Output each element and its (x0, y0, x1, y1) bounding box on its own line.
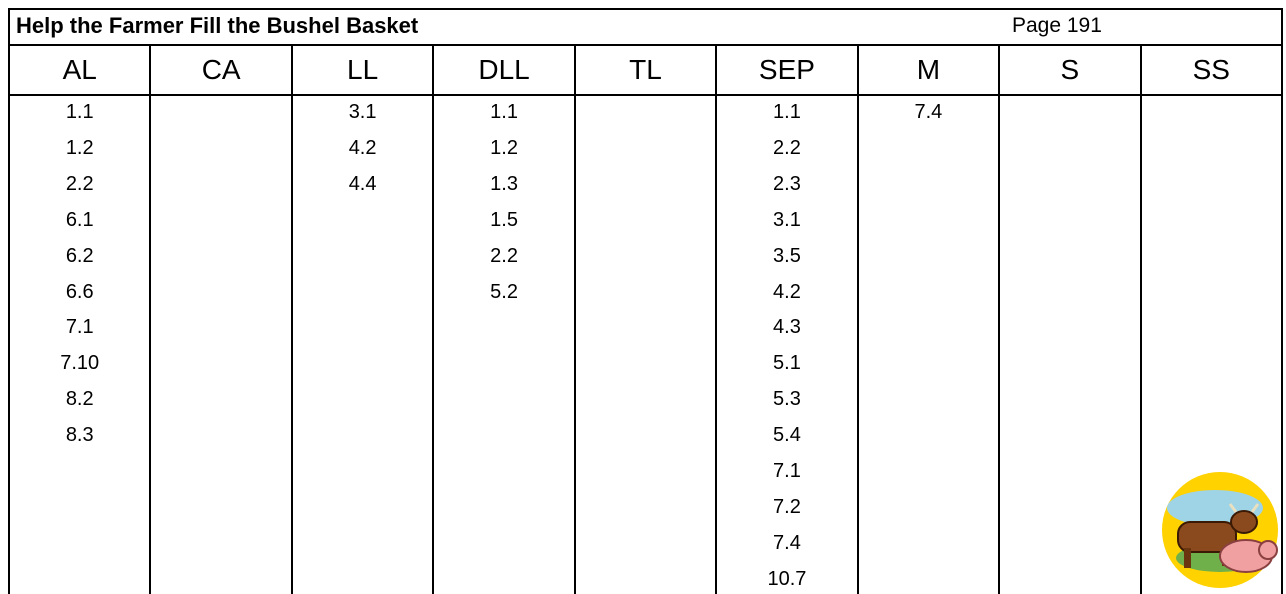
cell: 5.1 (716, 348, 857, 378)
column-header: M (858, 48, 999, 92)
cell: 1.5 (433, 205, 574, 235)
title: Help the Farmer Fill the Bushel Basket (16, 10, 418, 42)
farm-animals-icon (1160, 470, 1280, 590)
cell: 8.3 (9, 420, 150, 450)
cell: 2.2 (716, 133, 857, 163)
cell: 5.2 (433, 277, 574, 307)
cell: 7.2 (716, 492, 857, 522)
cell: 4.2 (716, 277, 857, 307)
column-header: S (999, 48, 1140, 92)
cell: 1.1 (9, 97, 150, 127)
cell: 3.5 (716, 241, 857, 271)
column-header: CA (150, 48, 291, 92)
column-divider (574, 44, 576, 594)
cell: 1.1 (433, 97, 574, 127)
border (8, 94, 1283, 96)
cell: 2.3 (716, 169, 857, 199)
border (1281, 8, 1283, 594)
cell: 1.2 (9, 133, 150, 163)
cell: 4.3 (716, 312, 857, 342)
cell: 5.4 (716, 420, 857, 450)
column-divider (998, 44, 1000, 594)
column-header: SEP (716, 48, 857, 92)
column-header: LL (292, 48, 433, 92)
cell: 3.1 (292, 97, 433, 127)
cell: 10.7 (716, 564, 857, 594)
cell: 2.2 (9, 169, 150, 199)
column-header: DLL (433, 48, 574, 92)
column-divider (149, 44, 151, 594)
cell: 5.3 (716, 384, 857, 414)
cell: 7.1 (716, 456, 857, 486)
cell: 3.1 (716, 205, 857, 235)
cell: 1.2 (433, 133, 574, 163)
cell: 2.2 (433, 241, 574, 271)
cell: 6.1 (9, 205, 150, 235)
cell: 7.1 (9, 312, 150, 342)
cell: 7.4 (716, 528, 857, 558)
column-divider (1140, 44, 1142, 594)
cell: 8.2 (9, 384, 150, 414)
page: Help the Farmer Fill the Bushel Basket P… (0, 0, 1286, 594)
column-header: TL (575, 48, 716, 92)
cell: 6.6 (9, 277, 150, 307)
cell: 4.2 (292, 133, 433, 163)
cell: 4.4 (292, 169, 433, 199)
page-number: Page 191 (1012, 10, 1102, 42)
cell: 1.3 (433, 169, 574, 199)
cell: 1.1 (716, 97, 857, 127)
column-header: AL (9, 48, 150, 92)
border (8, 44, 1283, 46)
cell: 6.2 (9, 241, 150, 271)
column-header: SS (1141, 48, 1282, 92)
cell: 7.10 (9, 348, 150, 378)
cell: 7.4 (858, 97, 999, 127)
